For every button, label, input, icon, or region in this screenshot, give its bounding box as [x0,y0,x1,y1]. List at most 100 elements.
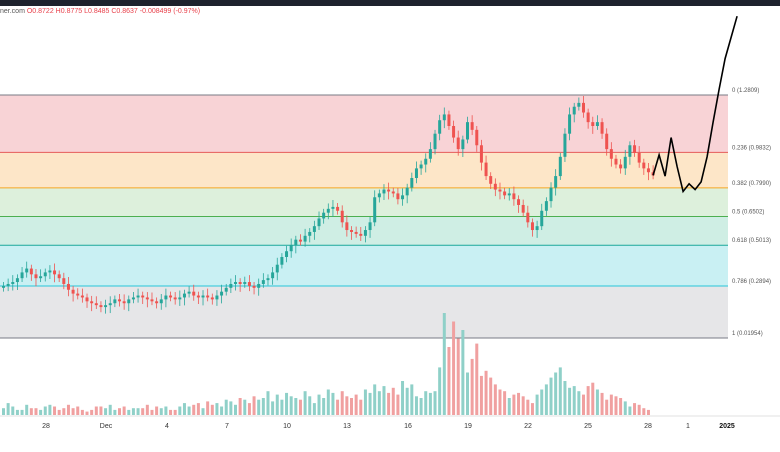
fib-band-0 [0,95,728,153]
candle [80,288,84,303]
candle [484,155,488,180]
candle [558,152,562,180]
volume-bar [303,391,307,415]
candle [586,108,590,129]
candle [563,128,567,163]
volume-bar [521,396,525,415]
candle [43,268,47,282]
candle [229,278,233,294]
candle [308,228,312,243]
candlesticks [2,95,655,314]
candle [401,188,405,206]
candle [2,282,5,292]
volume-bar [549,377,553,415]
volume-bar [285,392,289,415]
volume-bar [424,391,428,415]
x-tick-label: 28 [42,423,50,430]
candle [322,208,326,224]
candle [475,125,479,152]
volume-bar [80,409,84,415]
volume-bar [29,408,33,415]
candle [447,110,451,130]
candle [303,228,307,247]
site-fragment: ner.com [0,8,25,15]
volume-bar [159,408,163,415]
candle [159,293,163,310]
candle [85,293,89,308]
x-tick-label: 22 [524,423,532,430]
top-bar [0,0,780,6]
volume-bar [173,409,177,415]
volume-bar [257,399,261,415]
volume-bar [517,392,521,415]
candle [238,278,242,292]
volume-bar [224,399,228,415]
volume-bar [405,387,409,415]
candle [317,211,321,231]
candle [609,142,613,167]
candle [169,291,173,302]
candle [53,263,57,283]
volume-bar [530,403,534,415]
volume-bar [503,391,507,415]
volume-bar [187,406,191,415]
volume-bar [261,398,265,415]
x-tick-label: 10 [283,423,291,430]
volume-bar [122,406,126,415]
candle [554,169,558,196]
candle [210,293,214,305]
ohlc-high: H0.8775 [55,8,83,15]
candle [373,190,377,227]
fib-band-0.382 [0,187,728,217]
candle [76,288,80,300]
candle [312,220,316,240]
volume-bar [90,409,94,415]
volume-bar [572,386,576,415]
candle [433,129,437,155]
candle [34,268,38,287]
x-axis: 28 Dec 4 7 10 13 16 19 22 25 28 1 2025 [42,423,735,430]
volume-bar [512,394,516,415]
volume-bar [275,394,279,415]
volume-bar [182,403,186,415]
volume-bar [391,387,395,415]
volume-bar [359,399,363,415]
volume-bar [600,392,604,415]
volume-bar [345,396,349,415]
candle [71,285,75,302]
candle [252,282,256,295]
candle [108,296,112,314]
candle [600,118,604,139]
volume-bar [591,382,595,415]
x-tick-label: 7 [225,423,229,430]
volume-bar [382,386,386,415]
candle [498,182,502,200]
volume-bar [577,391,581,415]
candle [363,226,367,243]
volume-bar [568,387,572,415]
candle [368,216,372,238]
candle [271,267,275,285]
volume-bar [535,394,539,415]
candle [206,288,210,302]
candle [94,296,98,310]
volume-bar [479,375,483,415]
volume-bar [623,401,627,415]
fib-label-0.786: 0.786 (0.2894) [732,279,771,285]
volume-bar [354,394,358,415]
candle [224,283,228,296]
x-tick-label: 28 [644,423,652,430]
x-tick-label: 13 [343,423,351,430]
candle [196,291,200,305]
volume-bar [62,408,66,415]
fib-band-0.618 [0,245,728,287]
candle [62,272,66,290]
candle [66,277,70,297]
fib-labels: 0 (1.2809) 0.236 (0.9832) 0.382 (0.7990) 0.… [732,88,771,337]
fib-label-0.618: 0.618 (0.5013) [732,238,771,244]
volume-bar [243,399,247,415]
volume-bar [317,394,321,415]
candle [512,186,516,206]
volume-bar [350,398,353,415]
